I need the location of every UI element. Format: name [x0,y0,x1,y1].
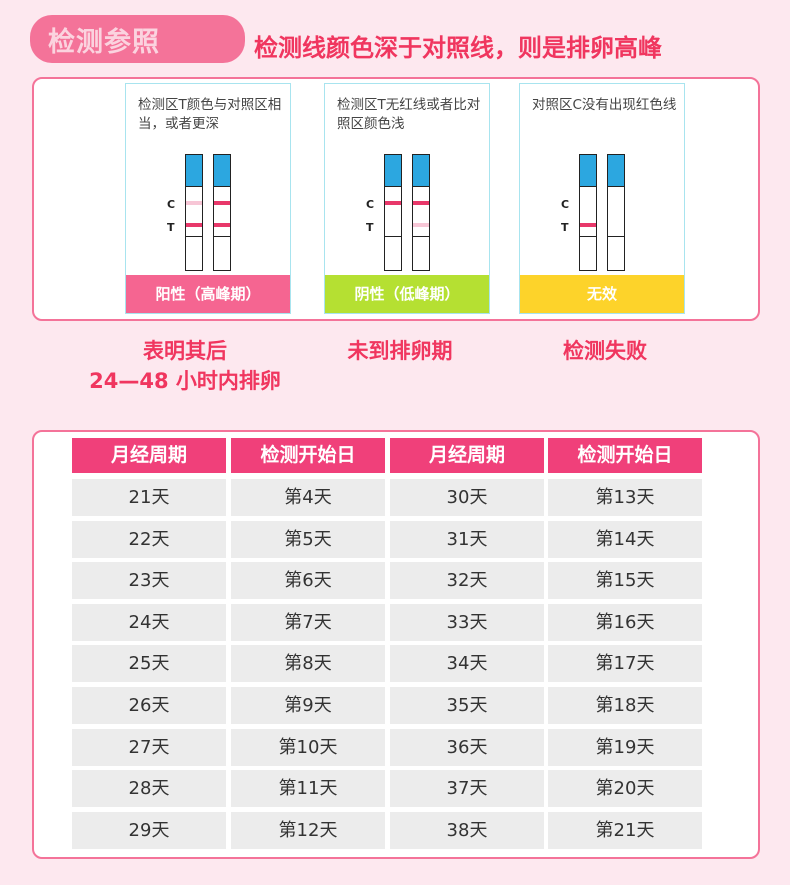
table-cell: 29天 [72,811,226,849]
table-cell: 21天 [72,479,226,516]
test-strip-icon [384,154,402,271]
table-cell: 第19天 [548,728,702,766]
table-cell: 30天 [390,479,544,516]
c-letter: C [167,198,176,211]
test-strip-icon [412,154,430,271]
table-cell: 第6天 [231,562,385,600]
table-cell: 第15天 [548,562,702,600]
table-cell: 23天 [72,562,226,600]
table-header: 月经周期 [72,438,226,473]
test-line [385,223,401,227]
table-cell: 第7天 [231,603,385,641]
table-cell: 第18天 [548,687,702,724]
table-cell: 第17天 [548,645,702,683]
test-strip-icon [185,154,203,271]
table-cell: 32天 [390,562,544,600]
result-label: 阴性（低峰期） [325,275,489,313]
control-line [580,201,596,205]
test-strip-icon [579,154,597,271]
control-line [186,201,202,205]
card-description: 检测区T颜色与对照区相当，或者更深 [138,97,282,132]
card-description: 对照区C没有出现红色线 [532,97,677,113]
t-letter: T [561,221,569,234]
table-cell: 第8天 [231,645,385,683]
table-cell: 第10天 [231,728,385,766]
table-cell: 36天 [390,728,544,766]
table-cell: 24天 [72,603,226,641]
table-header: 月经周期 [390,438,544,473]
table-cell: 31天 [390,520,544,558]
c-letter: C [366,198,375,211]
table-cell: 第14天 [548,520,702,558]
test-line [413,223,429,227]
test-line [214,223,230,227]
c-letter: C [561,198,570,211]
table-cell: 第21天 [548,811,702,849]
table-cell: 28天 [72,770,226,808]
headline: 检测线颜色深于对照线，则是排卵高峰 [254,34,662,62]
t-letter: T [366,221,374,234]
table-cell: 第4天 [231,479,385,516]
table-cell: 第13天 [548,479,702,516]
test-line [186,223,202,227]
result-card-negative: 检测区T无红线或者比对照区颜色浅 阴性（低峰期） C T [324,83,490,314]
table-cell: 第12天 [231,811,385,849]
table-header: 检测开始日 [231,438,385,473]
test-line [580,223,596,227]
section-badge: 检测参照 [30,15,245,63]
table-cell: 35天 [390,687,544,724]
table-cell: 38天 [390,811,544,849]
table-cell: 26天 [72,687,226,724]
table-cell: 33天 [390,603,544,641]
result-caption: 表明其后 [143,339,227,363]
table-header: 检测开始日 [548,438,702,473]
control-line [413,201,429,205]
table-cell: 25天 [72,645,226,683]
result-caption: 24—48 小时内排卵 [89,369,281,393]
result-label: 无效 [520,275,684,313]
result-card-invalid: 对照区C没有出现红色线 无效 C T [519,83,685,314]
table-cell: 34天 [390,645,544,683]
table-cell: 第20天 [548,770,702,808]
card-description: 检测区T无红线或者比对照区颜色浅 [337,97,481,132]
table-cell: 27天 [72,728,226,766]
test-line [608,223,624,227]
table-cell: 第16天 [548,603,702,641]
result-label: 阳性（高峰期） [126,275,290,313]
control-line [608,201,624,205]
result-caption: 检测失败 [563,339,647,363]
result-card-positive: 检测区T颜色与对照区相当，或者更深 阳性（高峰期） C T [125,83,291,314]
table-cell: 第11天 [231,770,385,808]
table-cell: 37天 [390,770,544,808]
table-cell: 第9天 [231,687,385,724]
test-strip-icon [607,154,625,271]
table-cell: 第5天 [231,520,385,558]
test-strip-icon [213,154,231,271]
result-caption: 未到排卵期 [347,339,453,363]
control-line [214,201,230,205]
t-letter: T [167,221,175,234]
control-line [385,201,401,205]
table-cell: 22天 [72,520,226,558]
